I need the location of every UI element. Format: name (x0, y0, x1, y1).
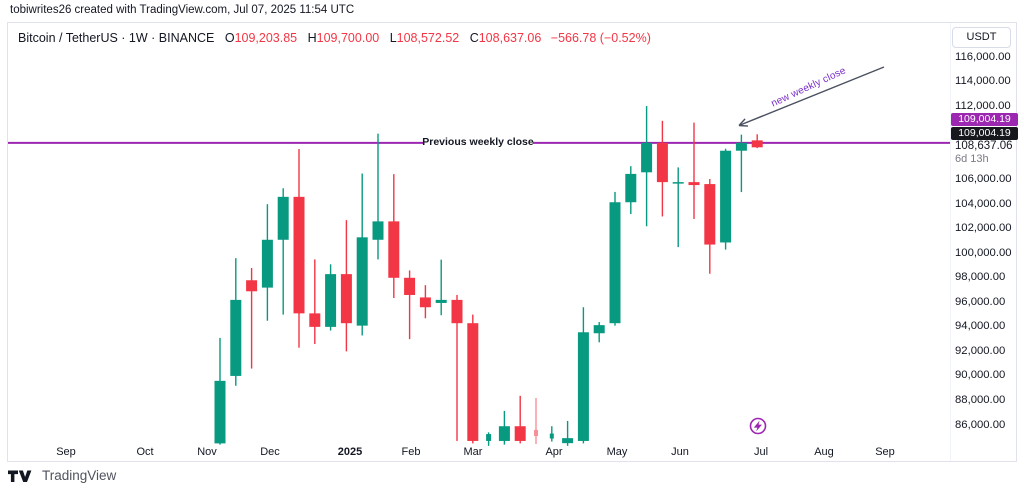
candle-2024-12-23 (309, 259, 321, 345)
candle-2025-03-31 (534, 398, 538, 445)
candle-2025-05-05 (609, 191, 621, 326)
candle-2025-04-21 (577, 307, 589, 444)
low-value: 108,572.52 (396, 31, 460, 45)
candle-2025-01-20 (372, 133, 384, 260)
close-value: 108,637.06 (478, 31, 542, 45)
tradingview-logo[interactable]: TradingView (8, 467, 208, 487)
tradingview-logo-text: TradingView (42, 468, 117, 483)
price-tick-116000: 116,000.00 (955, 50, 1011, 63)
price-tick-112000: 112,000.00 (955, 99, 1011, 112)
time-axis[interactable]: Sep Oct Nov Dec 2025 Feb Mar Apr May Jun Jul Aug Sep (0, 443, 950, 462)
price-tick-102000: 102,000.00 (955, 222, 1012, 235)
candle-2025-06-02 (672, 167, 684, 248)
time-label-Mar: Mar (463, 446, 483, 458)
candle-2024-11-25 (246, 267, 258, 369)
annotation-arrowhead (738, 118, 746, 126)
price-tick-94000: 94,000.00 (955, 320, 1006, 333)
time-label-Apr: Apr (545, 446, 563, 458)
high-label: H (307, 31, 317, 45)
price-axis-separator (950, 23, 951, 461)
open-value: 109,203.85 (234, 31, 298, 45)
price-tick-106000: 106,000.00 (955, 173, 1012, 186)
candle-2025-06-09 (688, 122, 700, 219)
candle-2024-11-18 (230, 258, 242, 386)
symbol-title: Bitcoin / TetherUS · 1W · BINANCE (18, 31, 215, 45)
price-tick-114000: 114,000.00 (955, 75, 1011, 88)
candle-2024-11-11 (214, 337, 226, 445)
time-label-Jun: Jun (671, 446, 689, 458)
price-tick-86000: 86,000.00 (955, 418, 1006, 431)
candle-2025-06-30 (735, 134, 747, 193)
tradingview-logo-icon (8, 470, 32, 482)
price-tick-96000: 96,000.00 (955, 295, 1006, 308)
price-tick-92000: 92,000.00 (955, 344, 1006, 357)
time-label-Jul: Jul (753, 446, 769, 458)
time-label-Sep: Sep (875, 446, 895, 458)
candle-2025-01-13 (356, 173, 368, 336)
candle-2025-01-27 (388, 174, 400, 299)
candle-2025-04-07 (549, 426, 554, 442)
candle-2025-03-17 (498, 410, 510, 445)
candle-2025-03-24 (514, 395, 526, 444)
annotation-arrow (738, 66, 885, 127)
candle-2025-04-14 (562, 420, 574, 446)
candle-2024-12-30 (325, 264, 337, 331)
line-price-badge: 109,004.19 (951, 126, 1018, 140)
time-label-2025: 2025 (337, 446, 363, 458)
bar-countdown: 6d 13h (955, 152, 989, 165)
price-tick-90000: 90,000.00 (955, 369, 1006, 382)
candle-2025-05-26 (656, 120, 668, 217)
time-label-Dec: Dec (260, 446, 280, 458)
chart-panel (7, 22, 1017, 462)
candle-2025-04-28 (593, 322, 605, 343)
last-price-value: 108,637.06 (955, 139, 1013, 152)
time-label-May: May (606, 446, 628, 458)
candle-2025-07-07 (751, 134, 763, 149)
price-tick-100000: 100,000.00 (955, 246, 1012, 259)
lightning-icon (753, 420, 762, 432)
candle-2025-02-03 (404, 270, 416, 340)
candle-2025-02-24 (451, 294, 463, 441)
low-label: L (389, 31, 397, 45)
open-label: O (224, 31, 235, 45)
candle-2025-05-19 (641, 106, 653, 227)
candle-2025-06-16 (704, 179, 716, 274)
candle-2024-12-09 (277, 188, 289, 315)
candle-2025-06-23 (720, 148, 732, 250)
time-label-Nov: Nov (197, 446, 217, 458)
candle-2025-03-10 (486, 432, 492, 446)
candle-2025-02-17 (435, 259, 447, 316)
symbol-header: Bitcoin / TetherUS · 1W · BINANCE O109,2… (18, 31, 651, 45)
high-value: 109,700.00 (316, 31, 380, 45)
candle-2025-05-12 (625, 166, 637, 215)
price-tick-104000: 104,000.00 (955, 197, 1012, 210)
currency-toggle-button[interactable]: USDT (952, 27, 1011, 48)
price-tick-88000: 88,000.00 (955, 393, 1006, 406)
drawing-price-badge: 109,004.19 (951, 113, 1018, 126)
candle-2025-03-03 (467, 314, 479, 444)
time-label-Sep: Sep (56, 446, 76, 458)
candle-2024-12-16 (293, 149, 305, 348)
candle-2025-01-06 (340, 220, 352, 352)
attribution-text: tobiwrites26 created with TradingView.co… (10, 4, 355, 16)
candle-2025-02-10 (419, 285, 431, 319)
time-label-Aug: Aug (814, 446, 834, 458)
time-label-Feb: Feb (401, 446, 421, 458)
time-label-Oct: Oct (136, 446, 154, 458)
price-tick-98000: 98,000.00 (955, 271, 1006, 284)
change-value: −566.78 (−0.52%) (550, 31, 651, 45)
candle-2024-12-02 (261, 204, 273, 321)
annotation-arrowhead (738, 124, 749, 127)
prev-close-drawing-label[interactable]: Previous weekly close (422, 136, 534, 148)
close-label: C (469, 31, 479, 45)
